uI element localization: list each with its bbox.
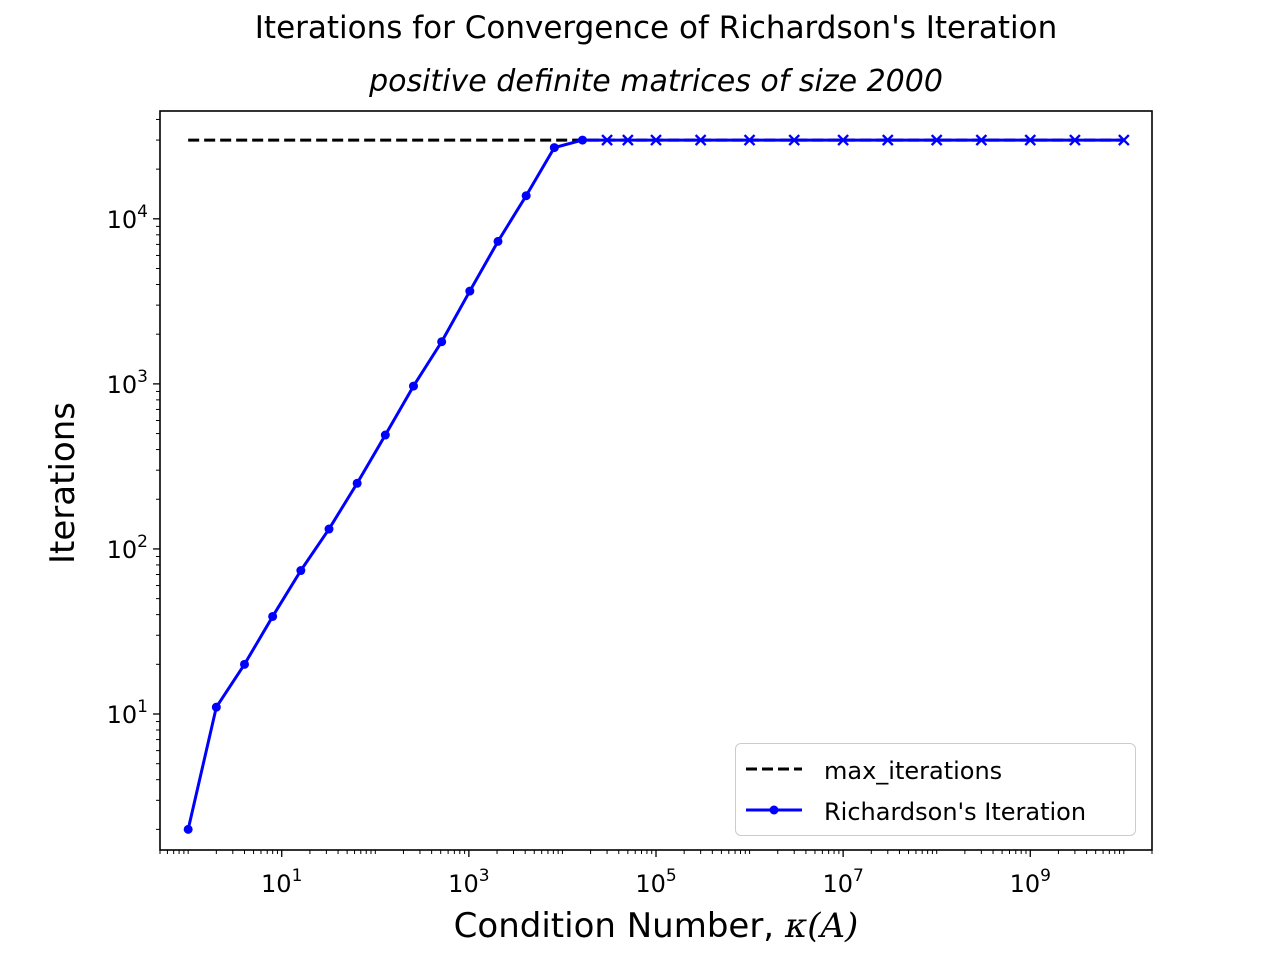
data-point-unconverged-x xyxy=(1024,134,1037,146)
data-point-unconverged-x xyxy=(837,134,849,146)
data-point-richardson xyxy=(521,191,531,201)
data-point-richardson xyxy=(239,659,249,669)
data-point-richardson xyxy=(408,381,418,391)
legend-label-max-iterations: max_iterations xyxy=(824,757,1003,785)
x-marker-stroke xyxy=(743,134,756,146)
chart-title: Iterations for Convergence of Richardson… xyxy=(254,10,1058,46)
x-marker-stroke xyxy=(788,134,801,146)
data-point-unconverged-x xyxy=(788,134,801,146)
x-marker-stroke xyxy=(1024,134,1037,146)
legend-swatch-dashed xyxy=(746,767,802,771)
data-point-unconverged-x xyxy=(621,134,634,146)
axes: 101 103 105 107 109 101 102 103 104 xyxy=(107,110,1153,898)
y-tick-label: 103 xyxy=(107,367,148,399)
legend-label-richardson: Richardson's Iteration xyxy=(824,798,1087,826)
data-point-unconverged-x xyxy=(930,134,943,146)
data-point-richardson xyxy=(437,337,447,347)
y-axis-label: Iterations xyxy=(43,402,83,564)
data-point-richardson xyxy=(465,286,475,296)
y-tick-label: 102 xyxy=(107,532,148,564)
data-point-richardson xyxy=(324,524,334,534)
x-axis-label: Condition Number, κ(A) xyxy=(160,906,1152,946)
data-point-richardson xyxy=(268,611,278,621)
data-point-unconverged-x xyxy=(1069,134,1081,146)
x-marker-stroke xyxy=(881,134,894,146)
data-point-richardson xyxy=(380,430,390,440)
data-point-unconverged-x xyxy=(601,134,613,146)
series-line-richardson xyxy=(186,138,583,830)
data-point-richardson xyxy=(577,135,587,145)
x-marker-stroke xyxy=(1117,134,1130,146)
data-point-richardson xyxy=(296,566,306,576)
x-tick-label: 105 xyxy=(635,866,676,898)
data-point-unconverged-x xyxy=(975,134,988,146)
data-point-richardson xyxy=(493,236,503,246)
data-point-unconverged-x xyxy=(650,134,662,146)
data-point-richardson xyxy=(183,824,193,834)
data-point-unconverged-x xyxy=(881,134,894,146)
x-tick-label: 103 xyxy=(448,866,489,898)
x-marker-stroke xyxy=(621,134,634,146)
x-axis-label-symbol: κ(A) xyxy=(784,906,859,946)
x-marker-stroke xyxy=(930,134,943,146)
legend: max_iterations Richardson's Iteration xyxy=(735,743,1136,836)
x-tick-label: 109 xyxy=(1010,866,1051,898)
legend-item-richardson: Richardson's Iteration xyxy=(736,793,1135,829)
data-point-unconverged-x xyxy=(694,134,707,146)
legend-swatch-line-marker xyxy=(746,805,802,815)
x-axis-label-text: Condition Number, xyxy=(453,906,785,946)
data-point-richardson xyxy=(211,702,221,712)
chart-subtitle: positive definite matrices of size 2000 xyxy=(369,64,943,99)
data-point-richardson xyxy=(549,143,559,153)
y-tick-label: 104 xyxy=(107,202,148,234)
x-marker-stroke xyxy=(975,134,988,146)
x-tick-label: 101 xyxy=(261,866,302,898)
plot-frame xyxy=(159,110,1153,851)
data-point-unconverged-x xyxy=(743,134,756,146)
x-marker-stroke xyxy=(694,134,707,146)
x-tick-label: 107 xyxy=(822,866,863,898)
x-marker-stroke xyxy=(601,134,613,146)
x-marker-stroke xyxy=(650,134,662,146)
legend-item-max-iterations: max_iterations xyxy=(736,752,1135,788)
y-tick-label: 101 xyxy=(107,697,148,729)
x-marker-stroke xyxy=(837,134,849,146)
x-marker-stroke xyxy=(1069,134,1081,146)
plot-area xyxy=(183,134,1130,834)
data-point-richardson xyxy=(352,478,362,488)
data-point-unconverged-x xyxy=(1117,134,1130,146)
